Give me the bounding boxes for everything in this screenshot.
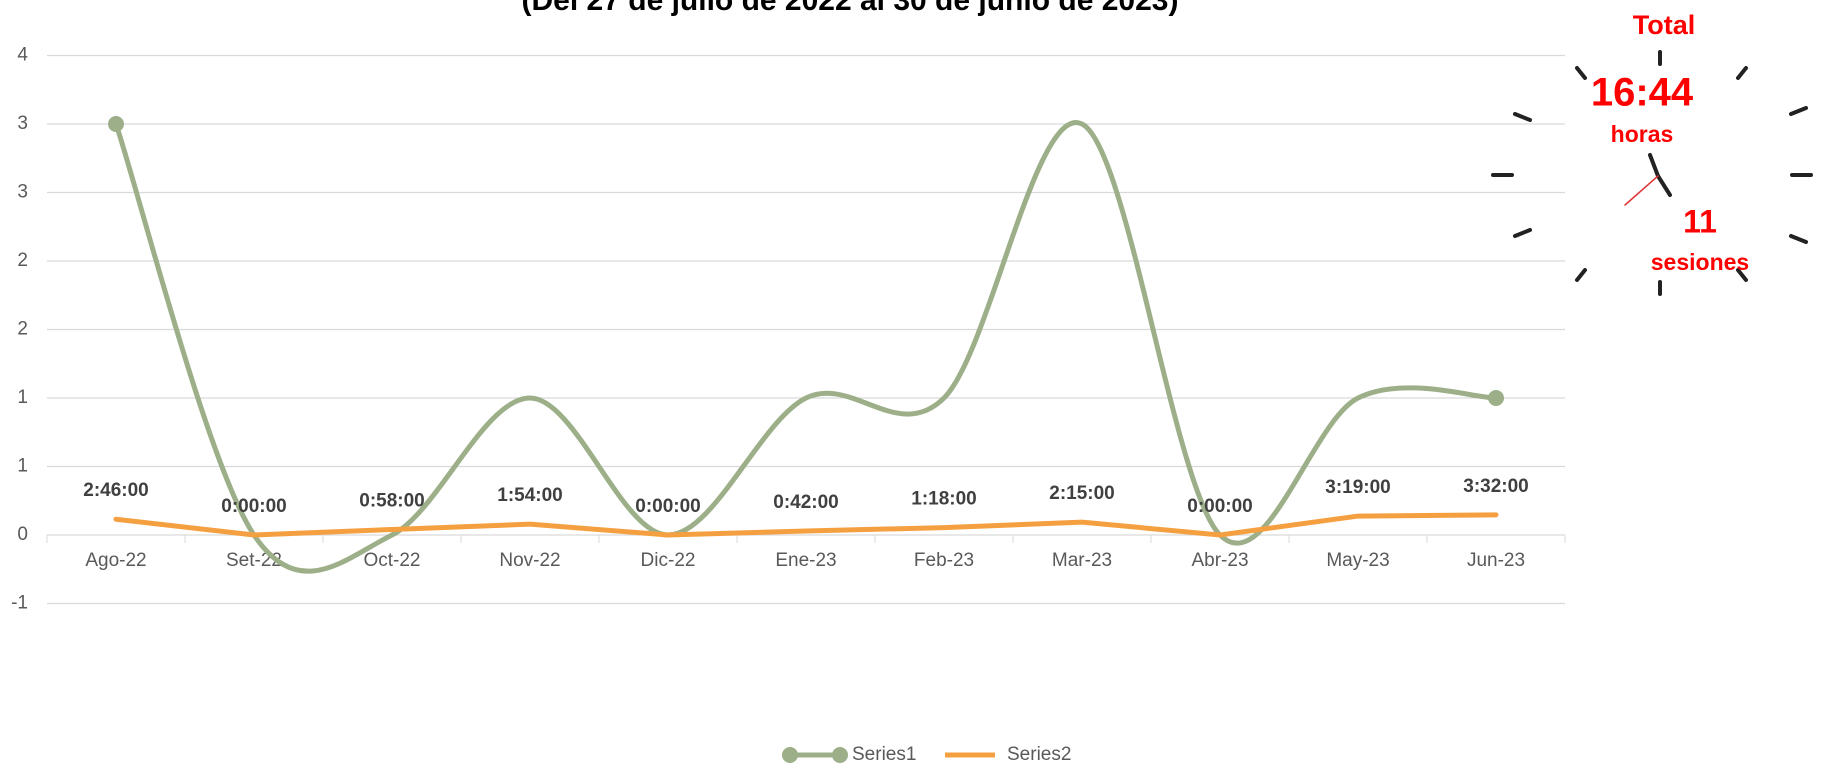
- y-tick-label: 0: [17, 524, 28, 545]
- y-tick-label: 3: [17, 113, 28, 134]
- data-label: 1:54:00: [497, 485, 563, 506]
- y-tick-label: 1: [17, 387, 28, 408]
- summary-hours: 16:44: [1591, 71, 1694, 115]
- marker: [108, 116, 124, 132]
- data-label: 0:58:00: [359, 490, 425, 511]
- y-tick-label: 1: [17, 456, 28, 477]
- summary-sessions-label: sesiones: [1651, 249, 1749, 275]
- legend-marker: [832, 747, 848, 763]
- x-tick-label: Feb-23: [914, 550, 974, 571]
- data-label: 2:46:00: [83, 480, 149, 501]
- x-tick-label: Ago-22: [85, 550, 146, 571]
- data-label: 0:00:00: [635, 496, 701, 517]
- summary-heading: Total: [1633, 10, 1696, 40]
- x-tick-label: Dic-22: [641, 550, 696, 571]
- y-tick-label: 4: [17, 45, 28, 66]
- x-tick-label: Abr-23: [1191, 550, 1248, 571]
- x-tick-label: Oct-22: [363, 550, 420, 571]
- data-label: 3:19:00: [1325, 477, 1391, 498]
- chart-title: (Del 27 de julio de 2022 al 30 de junio …: [522, 0, 1179, 17]
- data-label: 2:15:00: [1049, 483, 1115, 504]
- summary-hours-label: horas: [1611, 121, 1674, 147]
- marker: [1488, 390, 1504, 406]
- summary-sessions: 11: [1683, 203, 1717, 239]
- data-label: 3:32:00: [1463, 476, 1529, 497]
- data-label: 0:00:00: [1187, 496, 1253, 517]
- data-label: 0:00:00: [221, 496, 287, 517]
- legend-label: Series2: [1007, 744, 1071, 764]
- chart: (Del 27 de julio de 2022 al 30 de junio …: [0, 0, 1827, 764]
- y-tick-label: 2: [17, 319, 28, 340]
- y-tick-label: 3: [17, 182, 28, 203]
- legend-marker: [782, 747, 798, 763]
- x-tick-label: Ene-23: [775, 550, 836, 571]
- data-label: 1:18:00: [911, 489, 977, 510]
- data-label: 0:42:00: [773, 492, 839, 513]
- x-tick-label: Nov-22: [499, 550, 560, 571]
- x-tick-label: May-23: [1326, 550, 1389, 571]
- legend-label: Series1: [852, 744, 916, 764]
- y-tick-label: -1: [11, 593, 28, 614]
- series-line: [116, 515, 1496, 535]
- y-tick-label: 2: [17, 250, 28, 271]
- x-tick-label: Jun-23: [1467, 550, 1525, 571]
- x-tick-label: Mar-23: [1052, 550, 1112, 571]
